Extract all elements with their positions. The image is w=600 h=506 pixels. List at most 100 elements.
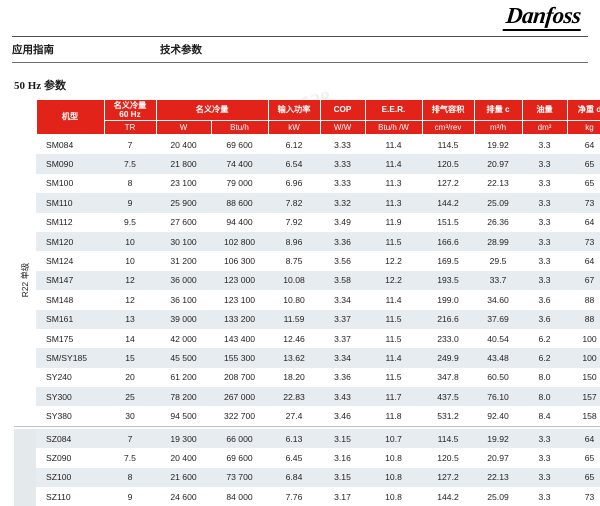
cell-oil-charge: 3.3 (522, 174, 567, 193)
danfoss-logo: Danfoss (502, 4, 583, 31)
cell-input-power-kw: 10.80 (268, 290, 320, 309)
cell-cop: 3.46 (320, 406, 365, 426)
cell-net-weight: 65 (567, 468, 600, 487)
cell-nominal-capacity-w: 23 100 (156, 174, 211, 193)
spec-table: 机型 名义冷量 60 Hz 名义冷量 输入功率 COP E.E.R. 排气容积 … (14, 99, 600, 506)
cell-input-power-kw: 6.54 (268, 154, 320, 173)
group-header-spacer (14, 100, 36, 135)
cell-eer: 11.5 (365, 310, 422, 329)
cell-net-weight: 64 (567, 429, 600, 448)
unit-header-tr: TR (104, 121, 156, 135)
cell-input-power-kw: 8.96 (268, 232, 320, 251)
cell-model: SY300 (36, 387, 104, 406)
cell-nominal-capacity-w: 42 000 (156, 329, 211, 348)
cell-displacement-volume: 216.6 (422, 310, 474, 329)
cell-net-weight: 65 (567, 448, 600, 467)
cell-nominal-capacity-btuh: 267 000 (211, 387, 268, 406)
col-header-nominal-capacity-60hz-l1: 名义冷量 (114, 101, 147, 110)
unit-header-ww: W/W (320, 121, 365, 135)
cell-tr: 7.5 (104, 154, 156, 173)
unit-header-btuh-per-w: Btu/h /W (365, 121, 422, 135)
cell-model: SM090 (36, 154, 104, 173)
cell-cop: 3.37 (320, 329, 365, 348)
cell-displacement: 20.97 (474, 448, 522, 467)
cell-net-weight: 88 (567, 310, 600, 329)
unit-header-kw: kW (268, 121, 320, 135)
cell-displacement: 19.92 (474, 135, 522, 155)
cell-cop: 3.33 (320, 135, 365, 155)
cell-nominal-capacity-btuh: 102 800 (211, 232, 268, 251)
cell-tr: 8 (104, 174, 156, 193)
cell-nominal-capacity-btuh: 69 600 (211, 135, 268, 155)
cell-eer: 12.2 (365, 271, 422, 290)
cell-nominal-capacity-w: 78 200 (156, 387, 211, 406)
cell-oil-charge: 3.3 (522, 251, 567, 270)
cell-oil-charge: 3.3 (522, 429, 567, 448)
cell-displacement-volume: 127.2 (422, 174, 474, 193)
cell-tr: 20 (104, 368, 156, 387)
cell-nominal-capacity-btuh: 73 700 (211, 468, 268, 487)
cell-tr: 10 (104, 232, 156, 251)
cell-cop: 3.58 (320, 271, 365, 290)
cell-input-power-kw: 7.76 (268, 487, 320, 506)
cell-nominal-capacity-btuh: 94 400 (211, 213, 268, 232)
cell-net-weight: 73 (567, 193, 600, 212)
cell-net-weight: 73 (567, 487, 600, 506)
cell-eer: 11.4 (365, 290, 422, 309)
row-group-label-sz (14, 429, 36, 506)
unit-header-kg: kg (567, 121, 600, 135)
cell-nominal-capacity-w: 20 400 (156, 448, 211, 467)
col-header-model: 机型 (36, 100, 104, 135)
unit-header-cm3-per-rev: cm³/rev (422, 121, 474, 135)
cell-nominal-capacity-btuh: 79 000 (211, 174, 268, 193)
cell-eer: 11.3 (365, 193, 422, 212)
cell-model: SM120 (36, 232, 104, 251)
cell-input-power-kw: 7.82 (268, 193, 320, 212)
cell-tr: 10 (104, 251, 156, 270)
col-header-displacement: 排量 c (474, 100, 522, 121)
cell-nominal-capacity-w: 31 200 (156, 251, 211, 270)
cell-net-weight: 64 (567, 213, 600, 232)
cell-oil-charge: 3.3 (522, 468, 567, 487)
cell-nominal-capacity-w: 39 000 (156, 310, 211, 329)
cell-displacement: 60.50 (474, 368, 522, 387)
cell-cop: 3.33 (320, 174, 365, 193)
cell-nominal-capacity-btuh: 106 300 (211, 251, 268, 270)
cell-displacement-volume: 120.5 (422, 448, 474, 467)
cell-cop: 3.17 (320, 487, 365, 506)
cell-model: SY380 (36, 406, 104, 426)
cell-displacement: 19.92 (474, 429, 522, 448)
cell-displacement: 40.54 (474, 329, 522, 348)
unit-header-btuh: Btu/h (211, 121, 268, 135)
cell-oil-charge: 8.0 (522, 368, 567, 387)
page-title: 50 Hz 参数 (14, 77, 600, 93)
cell-eer: 10.7 (365, 429, 422, 448)
cell-oil-charge: 3.3 (522, 193, 567, 212)
cell-eer: 11.3 (365, 174, 422, 193)
cell-displacement: 25.09 (474, 193, 522, 212)
cell-displacement: 20.97 (474, 154, 522, 173)
cell-input-power-kw: 7.92 (268, 213, 320, 232)
cell-cop: 3.34 (320, 290, 365, 309)
cell-nominal-capacity-btuh: 133 200 (211, 310, 268, 329)
cell-cop: 3.15 (320, 468, 365, 487)
cell-displacement: 34.60 (474, 290, 522, 309)
cell-nominal-capacity-btuh: 74 400 (211, 154, 268, 173)
cell-eer: 10.8 (365, 448, 422, 467)
cell-displacement: 25.09 (474, 487, 522, 506)
cell-displacement-volume: 249.9 (422, 348, 474, 367)
cell-oil-charge: 3.3 (522, 487, 567, 506)
col-header-cop: COP (320, 100, 365, 121)
cell-displacement-volume: 531.2 (422, 406, 474, 426)
cell-nominal-capacity-btuh: 322 700 (211, 406, 268, 426)
cell-nominal-capacity-btuh: 84 000 (211, 487, 268, 506)
cell-nominal-capacity-w: 45 500 (156, 348, 211, 367)
